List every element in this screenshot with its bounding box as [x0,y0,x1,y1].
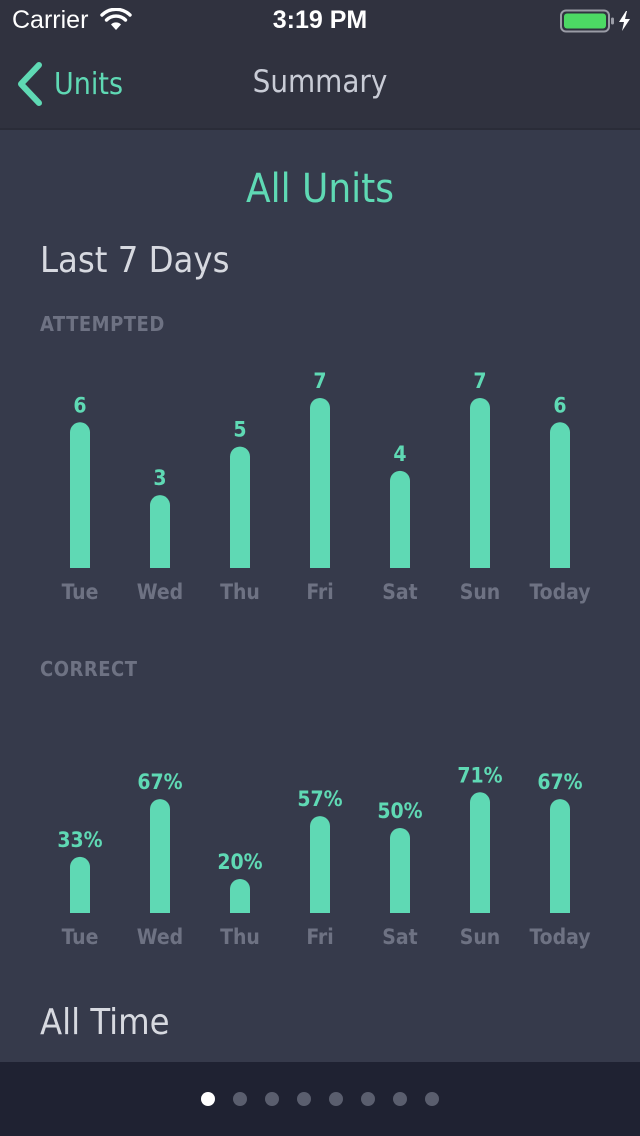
attempted-bar-wed [150,495,170,568]
correct-bar-today [550,799,570,913]
attempted-day-label: Sun [460,580,501,604]
page-dot-4[interactable] [297,1092,311,1106]
page-dot-1[interactable] [201,1092,215,1106]
correct-chart: 33% Tue 67% Wed 20% Thu 57% Fri 50% Sat 71% Sun 67% T… [57,763,590,949]
navigation-bar: Units Summary [0,48,640,124]
correct-value-label: 57% [297,787,342,811]
attempted-chart: 6 Tue 3 Wed 5 Thu 7 Fri 4 Sat 7 Sun 6 Today [62,369,591,604]
correct-bar-sat [390,828,410,913]
attempted-value-label: 4 [393,442,406,466]
page-title: All Units [245,166,395,212]
attempted-bar-sat [390,470,410,568]
attempted-value-label: 6 [73,393,86,417]
correct-day-label: Thu [220,925,260,949]
correct-bar-tue [70,856,90,913]
summary-content[interactable]: All Units Last 7 Days ATTEMPTED 6 Tue 3 Wed… [0,130,640,1060]
battery-charging-icon [560,9,630,33]
page-dot-2[interactable] [233,1092,247,1106]
attempted-day-label: Wed [137,580,183,604]
top-bar: Carrier 3:19 PM Units Summary [0,0,640,130]
page-dot-7[interactable] [393,1092,407,1106]
attempted-value-label: 7 [473,369,486,393]
correct-value-label: 33% [57,828,102,852]
correct-bar-wed [150,799,170,913]
attempted-day-label: Tue [62,580,99,604]
carrier-name: Carrier [12,6,89,34]
correct-value-label: 20% [217,850,262,874]
back-button[interactable]: Units [14,60,123,108]
page-dot-5[interactable] [329,1092,343,1106]
wifi-icon [100,8,132,30]
attempted-value-label: 5 [233,418,246,442]
bottom-bar [0,1062,640,1136]
correct-day-label: Sun [460,925,501,949]
nav-title: Summary [252,64,388,100]
attempted-day-label: Fri [306,580,333,604]
clock: 3:19 PM [272,6,368,34]
attempted-bar-today [550,422,570,568]
correct-value-label: 67% [137,770,182,794]
attempted-value-label: 6 [553,393,566,417]
attempted-bar-tue [70,422,90,568]
correct-day-label: Today [529,925,590,949]
page-dot-6[interactable] [361,1092,375,1106]
attempted-chart-label: ATTEMPTED [40,312,165,336]
chevron-left-icon [18,62,42,106]
correct-value-label: 50% [377,799,422,823]
attempted-day-label: Thu [220,580,260,604]
attempted-bar-fri [310,398,330,568]
correct-bar-sun [470,792,490,913]
section-title-all-time: All Time [40,1002,170,1043]
attempted-bar-thu [230,446,250,568]
status-bar: Carrier 3:19 PM [0,0,640,40]
page-dot-3[interactable] [265,1092,279,1106]
correct-day-label: Wed [137,925,183,949]
attempted-day-label: Sat [382,580,417,604]
correct-day-label: Sat [382,925,417,949]
attempted-day-label: Today [529,580,590,604]
correct-day-label: Fri [306,925,333,949]
correct-value-label: 71% [457,763,502,787]
correct-value-label: 67% [537,770,582,794]
page-control[interactable] [0,1092,640,1106]
attempted-value-label: 7 [313,369,326,393]
correct-bar-fri [310,816,330,913]
correct-chart-label: CORRECT [40,657,138,681]
attempted-value-label: 3 [153,466,166,490]
section-title-last-7-days: Last 7 Days [40,240,230,281]
page-dot-8[interactable] [425,1092,439,1106]
correct-bar-thu [230,879,250,913]
attempted-bar-sun [470,398,490,568]
correct-day-label: Tue [62,925,99,949]
back-label: Units [54,66,124,102]
